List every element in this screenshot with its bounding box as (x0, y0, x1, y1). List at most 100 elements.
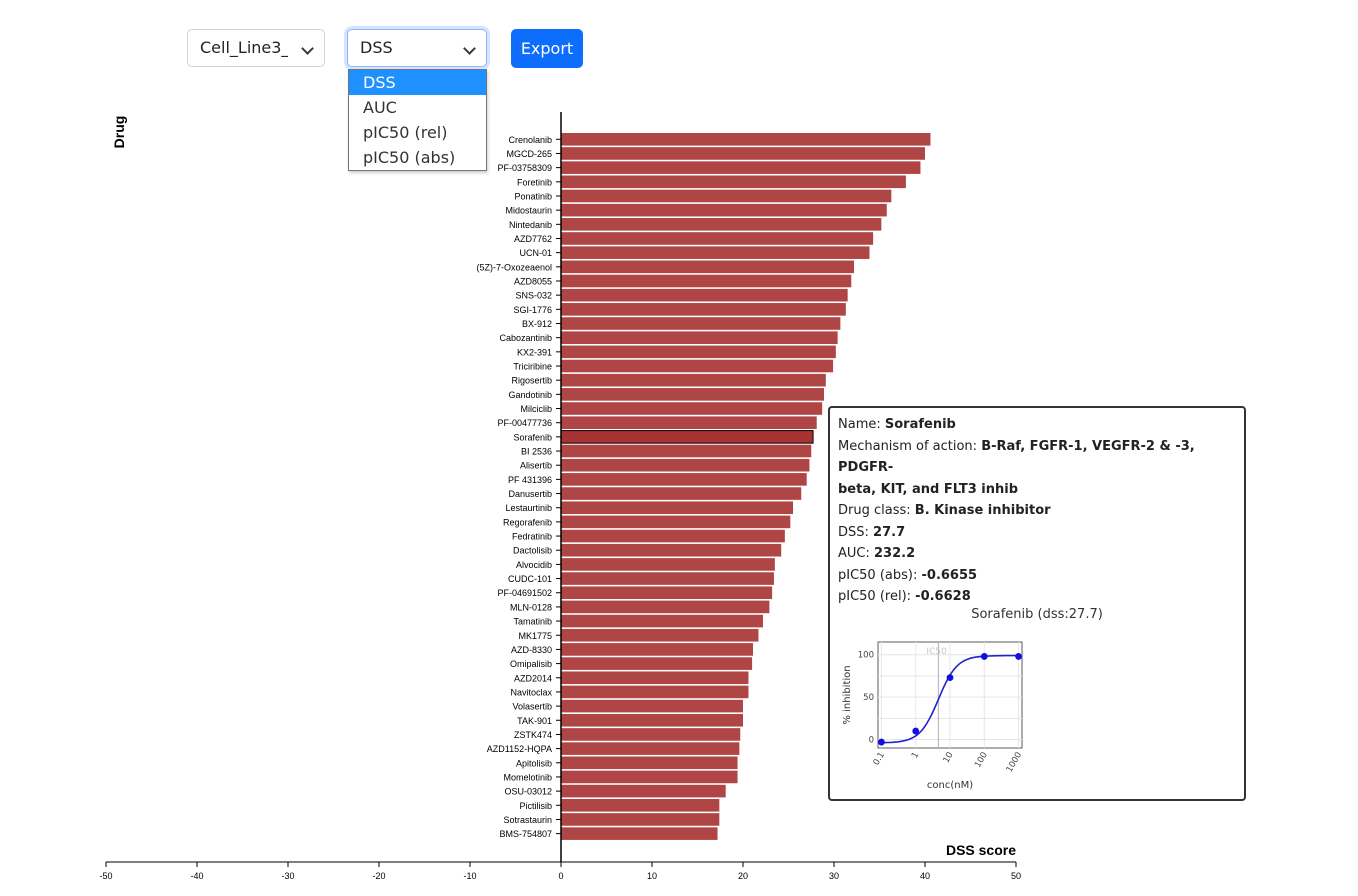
drug-tooltip: Name: Sorafenib Mechanism of action: B-R… (828, 406, 1246, 801)
bar-cabozantinib[interactable] (561, 331, 838, 344)
x-tick-label: -30 (281, 871, 294, 881)
bar-foretinib[interactable] (561, 175, 906, 189)
x-tick-label: -20 (372, 871, 385, 881)
bar-sns-032[interactable] (561, 288, 848, 302)
bar-gandotinib[interactable] (561, 388, 824, 401)
bar-fedratinib[interactable] (561, 529, 785, 543)
bar-bms-754807[interactable] (561, 827, 718, 840)
bar-crenolanib[interactable] (561, 133, 931, 146)
drug-tick-label: Midostaurin (505, 206, 552, 216)
bar-pf-00477736[interactable] (561, 416, 817, 429)
bar--5z-7-oxozeaenol[interactable] (561, 260, 855, 274)
bar-sgi-1776[interactable] (561, 303, 846, 316)
bar-alisertib[interactable] (561, 458, 810, 472)
bar-pf-431396[interactable] (561, 473, 807, 486)
metric-select[interactable]: DSS (347, 29, 487, 67)
bar-zstk474[interactable] (561, 728, 741, 741)
data-point (1015, 653, 1022, 660)
drug-tick-label: MK1775 (518, 631, 552, 641)
bar-cudc-101[interactable] (561, 572, 774, 585)
metric-option-dss[interactable]: DSS (349, 70, 486, 95)
x-tick-label: 10 (647, 871, 657, 881)
bar-azd-8330[interactable] (561, 643, 754, 656)
metric-option-auc[interactable]: AUC (363, 98, 397, 117)
cell-line-select[interactable]: Cell_Line3_1 (187, 29, 325, 67)
drug-tick-label: Foretinib (517, 177, 552, 187)
bar-mgcd-265[interactable] (561, 147, 925, 160)
bar-midostaurin[interactable] (561, 203, 887, 217)
x-tick-label: 0 (558, 871, 563, 881)
drug-tick-label: BMS-754807 (499, 829, 552, 839)
drug-tick-label: KX2-391 (517, 347, 552, 357)
drug-tick-label: Alisertib (520, 461, 552, 471)
drug-tick-label: OSU-03012 (504, 787, 552, 797)
drug-tick-label: BI 2536 (521, 447, 552, 457)
bar-pf-04691502[interactable] (561, 586, 773, 600)
drug-tick-label: Momelotinib (503, 772, 552, 782)
tooltip-pic50-abs-row: pIC50 (abs): -0.6655 (838, 567, 978, 583)
drug-tick-label: MGCD-265 (506, 149, 552, 159)
drug-tick-label: Fedratinib (512, 532, 552, 542)
bar-mk1775[interactable] (561, 628, 759, 642)
curve-x-label: conc(nM) (927, 780, 973, 791)
bar-azd2014[interactable] (561, 671, 749, 685)
bar-triciribine[interactable] (561, 359, 834, 373)
tooltip-auc-row: AUC: 232.2 (838, 546, 916, 561)
bar-bx-912[interactable] (561, 317, 841, 330)
bar-rigosertib[interactable] (561, 373, 826, 387)
bar-pf-03758309[interactable] (561, 161, 921, 174)
bar-regorafenib[interactable] (561, 515, 791, 529)
cell-line-value: Cell_Line3_1 (200, 38, 288, 57)
bar-tamatinib[interactable] (561, 614, 764, 628)
bar-osu-03012[interactable] (561, 784, 726, 798)
bar-pictilisib[interactable] (561, 798, 720, 812)
metric-dropdown-list: DSS AUC pIC50 (rel) pIC50 (abs) (348, 69, 487, 171)
bar-bi-2536[interactable] (561, 444, 812, 458)
bar-ponatinib[interactable] (561, 189, 892, 203)
bar-nintedanib[interactable] (561, 218, 882, 231)
bar-tak-901[interactable] (561, 713, 743, 727)
x-tick-label: 50 (1011, 871, 1021, 881)
drug-tick-label: Regorafenib (503, 517, 552, 527)
bar-apitolisib[interactable] (561, 756, 738, 770)
bar-danusertib[interactable] (561, 487, 802, 500)
data-point (912, 727, 920, 735)
bar-ucn-01[interactable] (561, 246, 870, 259)
chevron-down-icon (301, 42, 314, 55)
x-tick-label: -40 (190, 871, 203, 881)
bar-kx2-391[interactable] (561, 345, 836, 359)
drug-tick-label: AZD-8330 (511, 645, 552, 655)
drug-tick-label: Rigosertib (511, 376, 552, 386)
bar-momelotinib[interactable] (561, 770, 738, 784)
bar-sorafenib[interactable] (560, 430, 814, 444)
bar-dactolisib[interactable] (561, 543, 782, 557)
tooltip-moa-row: Mechanism of action: B-Raf, FGFR-1, VEGF… (838, 438, 1195, 476)
drug-tick-label: Triciribine (513, 362, 552, 372)
bar-milciclib[interactable] (561, 402, 823, 415)
drug-tick-label: PF-03758309 (497, 163, 552, 173)
drug-tick-label: PF-04691502 (497, 588, 552, 598)
x-tick-label: 1000 (1005, 751, 1024, 775)
drug-tick-label: SGI-1776 (513, 305, 552, 315)
bar-sotrastaurin[interactable] (561, 813, 720, 826)
x-tick-label: -10 (463, 871, 476, 881)
bar-alvocidib[interactable] (561, 558, 775, 571)
bar-lestaurtinib[interactable] (561, 501, 794, 515)
metric-option-pic50-abs[interactable]: pIC50 (abs) (363, 148, 456, 167)
bar-volasertib[interactable] (561, 699, 743, 713)
bar-azd8055[interactable] (561, 274, 852, 288)
metric-option-pic50-rel[interactable]: pIC50 (rel) (363, 123, 448, 142)
drug-tick-label: Tamatinib (513, 617, 552, 627)
drug-tick-label: UCN-01 (519, 248, 552, 258)
bar-azd1152-hqpa[interactable] (561, 742, 740, 755)
bar-navitoclax[interactable] (561, 685, 749, 699)
bar-azd7762[interactable] (561, 232, 874, 245)
drug-tick-label: AZD7762 (514, 234, 552, 244)
drug-tick-label: Nintedanib (509, 220, 552, 230)
drug-tick-label: SNS-032 (515, 291, 552, 301)
export-button[interactable]: Export (511, 29, 583, 68)
tooltip-class-row: Drug class: B. Kinase inhibitor (838, 503, 1051, 518)
bar-mln-0128[interactable] (561, 600, 770, 614)
bar-omipalisib[interactable] (561, 657, 753, 670)
